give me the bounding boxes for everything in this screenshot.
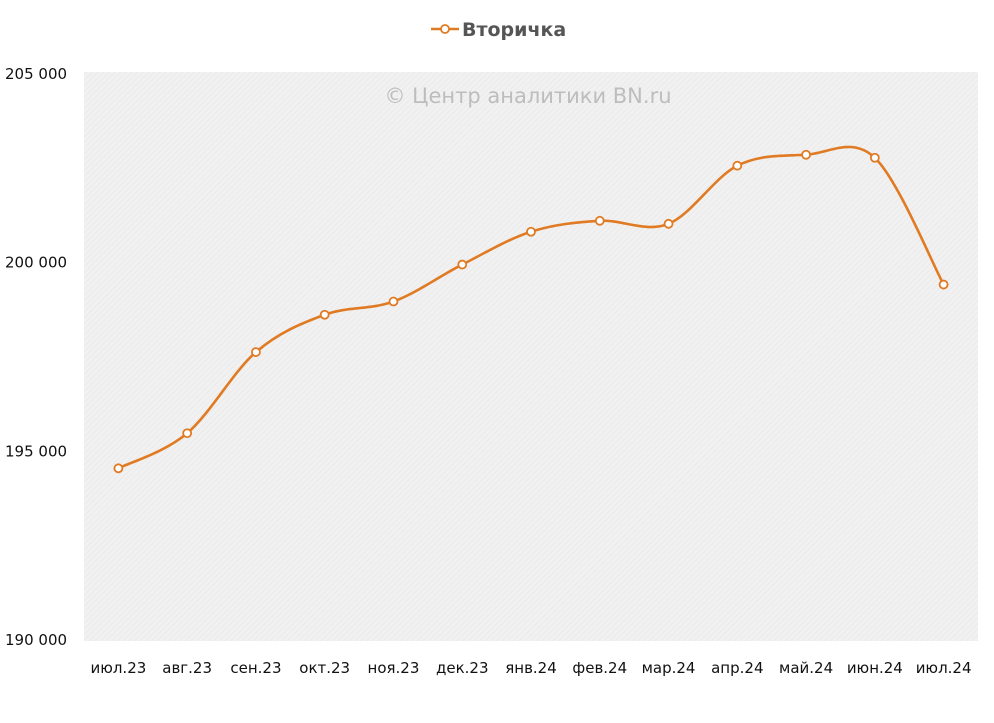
data-point	[938, 279, 949, 290]
x-tick-label: апр.24	[711, 659, 763, 677]
y-tick-label: 200 000	[5, 254, 67, 272]
legend: Вторичка	[431, 19, 566, 41]
data-point	[663, 218, 674, 229]
data-point	[526, 226, 536, 237]
x-tick-label: июн.24	[847, 659, 903, 677]
data-point	[182, 428, 193, 439]
data-point	[732, 160, 743, 171]
x-tick-label: сен.23	[230, 659, 281, 677]
x-tick-label: дек.23	[436, 659, 489, 677]
watermark: © Центр аналитики BN.ru	[384, 84, 671, 108]
legend-label: Вторичка	[462, 19, 566, 41]
data-point	[801, 149, 811, 160]
data-point	[113, 463, 124, 474]
x-tick-label: июл.24	[916, 659, 972, 677]
data-point	[319, 309, 330, 320]
y-tick-label: 190 000	[5, 631, 67, 649]
data-point	[388, 296, 399, 307]
x-tick-label: окт.23	[299, 659, 350, 677]
data-point	[594, 215, 605, 226]
y-tick-label: 195 000	[5, 442, 67, 460]
x-tick-label: июл.23	[90, 659, 146, 677]
legend-marker-icon	[440, 24, 450, 34]
data-point	[457, 259, 468, 270]
data-point	[251, 347, 261, 357]
x-tick-label: фев.24	[572, 659, 627, 677]
x-tick-label: мар.24	[642, 659, 696, 677]
y-tick-label: 205 000	[5, 65, 67, 83]
x-tick-label: янв.24	[505, 659, 557, 677]
x-tick-label: авг.23	[162, 659, 212, 677]
plot-area	[84, 72, 978, 641]
x-tick-label: май.24	[779, 659, 833, 677]
data-point	[869, 152, 880, 163]
x-tick-label: ноя.23	[368, 659, 420, 677]
